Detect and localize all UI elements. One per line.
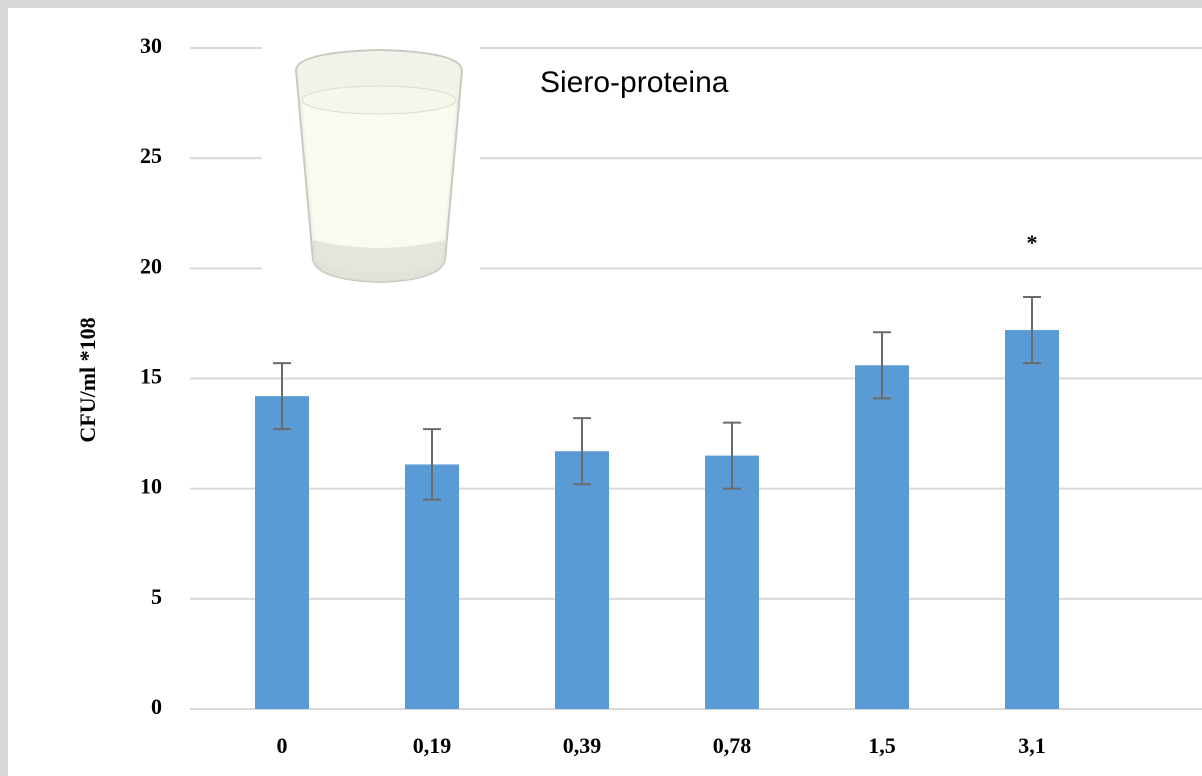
y-tick-label: 30 — [140, 33, 162, 58]
x-tick-label: 0 — [277, 733, 288, 758]
x-tick-label: 1,5 — [868, 733, 896, 758]
y-tick-label: 15 — [140, 364, 162, 389]
error-bar — [873, 331, 891, 400]
x-tick-label: 0,78 — [713, 733, 752, 758]
milk-glass — [262, 30, 480, 295]
bars — [255, 295, 1059, 709]
y-tick-label: 25 — [140, 143, 162, 168]
annotation: Siero-proteina — [540, 66, 729, 99]
error-bar — [273, 362, 291, 431]
y-axis-label: CFU/ml *108 — [75, 317, 100, 442]
error-bar — [1023, 295, 1041, 365]
error-bar — [423, 428, 441, 501]
x-tick-label: 3,1 — [1018, 733, 1046, 758]
bar — [1005, 330, 1059, 709]
y-tick-label: 20 — [140, 253, 162, 278]
error-bar — [573, 417, 591, 486]
error-bar — [723, 421, 741, 490]
bar — [555, 451, 609, 709]
bar — [255, 396, 309, 709]
x-tick-label: 0,39 — [563, 733, 602, 758]
y-tick-label: 0 — [151, 694, 162, 719]
significance-marker: * — [1027, 230, 1038, 255]
y-tick-label: 5 — [151, 584, 162, 609]
bar — [705, 455, 759, 709]
x-tick-label: 0,19 — [413, 733, 452, 758]
y-tick-label: 10 — [140, 474, 162, 499]
bar — [405, 464, 459, 709]
bar — [855, 365, 909, 709]
